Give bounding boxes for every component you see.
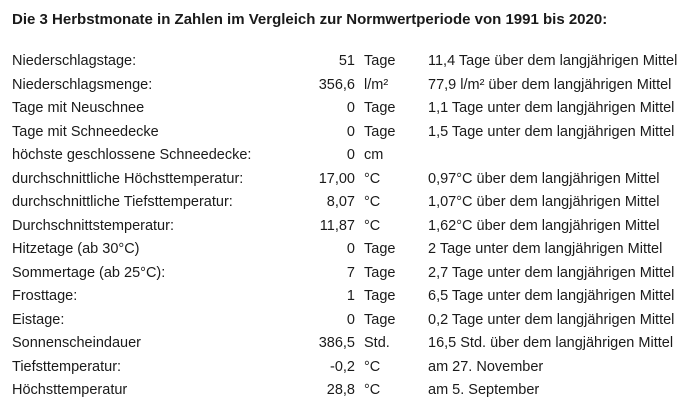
row-unit: °C — [364, 194, 381, 210]
table-row: Durchschnittstemperatur: 11,87 °C 1,62°C üb… — [0, 215, 700, 239]
row-comment: 2,7 Tage unter dem langjährigen Mittel — [428, 264, 675, 281]
row-value: 0 — [346, 311, 355, 328]
row-unit: Tage — [364, 311, 396, 328]
row-label: Tiefsttemperatur: — [12, 358, 122, 375]
row-label: durchschnittliche Höchsttemperatur: — [12, 170, 244, 187]
table-row: Frosttage: 1 Tage 6,5 Tage unter dem langjä… — [0, 285, 700, 309]
table-row: Sommertage (ab 25°C): 7 Tage 2,7 Tage unter… — [0, 262, 700, 286]
row-value: 7 — [346, 264, 355, 281]
row-unit: Tage — [364, 123, 396, 140]
row-value: 386,5 — [318, 335, 355, 351]
row-comment: 1,62°C über dem langjährigen Mittel — [428, 217, 660, 234]
row-value: 1 — [346, 288, 355, 304]
row-unit: cm — [364, 147, 384, 163]
row-value: 0 — [346, 123, 355, 140]
row-comment: 11,4 Tage über dem langjährigen Mittel — [428, 53, 678, 69]
row-value: 356,6 — [318, 76, 355, 93]
row-label: Sommertage (ab 25°C): — [12, 264, 166, 281]
row-unit: °C — [364, 170, 381, 187]
row-comment: 77,9 l/m² über dem langjährigen Mittel — [428, 76, 672, 93]
row-label: höchste geschlossene Schneedecke: — [12, 147, 252, 163]
row-unit: Tage — [364, 241, 396, 257]
row-comment: 0,97°C über dem langjährigen Mittel — [428, 170, 660, 187]
table-row: Tage mit Neuschnee 0 Tage 1,1 Tage unter de… — [0, 97, 700, 121]
row-label: Höchsttemperatur — [12, 382, 128, 398]
table-row: höchste geschlossene Schneedecke: 0 cm — [0, 144, 700, 168]
row-value: 51 — [338, 53, 355, 69]
table-row: Hitzetage (ab 30°C) 0 Tage 2 Tage unter dem… — [0, 238, 700, 262]
row-label: durchschnittliche Tiefsttemperatur: — [12, 194, 233, 210]
row-value: 17,00 — [318, 170, 355, 187]
table-row: Sonnenscheindauer 386,5 Std. 16,5 Std. über… — [0, 332, 700, 356]
row-comment: 0,2 Tage unter dem langjährigen Mittel — [428, 311, 675, 328]
row-comment: 1,1 Tage unter dem langjährigen Mittel — [428, 100, 675, 116]
row-comment: 1,5 Tage unter dem langjährigen Mittel — [428, 123, 675, 140]
row-label: Hitzetage (ab 30°C) — [12, 241, 140, 257]
row-unit: Tage — [364, 288, 396, 304]
table-row: Tage mit Schneedecke 0 Tage 1,5 Tage unter … — [0, 121, 700, 145]
row-label: Niederschlagstage: — [12, 53, 137, 69]
row-unit: °C — [364, 382, 381, 398]
row-label: Niederschlagsmenge: — [12, 76, 153, 93]
row-unit: l/m² — [364, 76, 389, 93]
row-comment: am 5. September — [428, 382, 540, 398]
row-label: Durchschnittstemperatur: — [12, 217, 174, 234]
row-value: 11,87 — [319, 217, 355, 234]
row-value: 28,8 — [326, 382, 355, 398]
row-unit: Tage — [364, 264, 396, 281]
row-label: Sonnenscheindauer — [12, 335, 141, 351]
row-label: Tage mit Neuschnee — [12, 100, 145, 116]
row-value: -0,2 — [330, 358, 355, 375]
row-value: 0 — [346, 147, 355, 163]
row-comment: 1,07°C über dem langjährigen Mittel — [428, 194, 660, 210]
row-comment: 16,5 Std. über dem langjährigen Mittel — [428, 335, 674, 351]
table-row: Höchsttemperatur 28,8 °C am 5. September — [0, 379, 700, 403]
row-comment: am 27. November — [428, 358, 544, 375]
row-unit: Std. — [364, 335, 390, 351]
row-unit: °C — [364, 358, 381, 375]
row-comment: 2 Tage unter dem langjährigen Mittel — [428, 241, 663, 257]
row-value: 0 — [346, 100, 355, 116]
table-row: Eistage: 0 Tage 0,2 Tage unter dem langjähr… — [0, 309, 700, 333]
row-value: 0 — [346, 241, 355, 257]
page-title: Die 3 Herbstmonate in Zahlen im Vergleic… — [12, 11, 608, 28]
row-label: Tage mit Schneedecke — [12, 123, 159, 140]
row-comment: 6,5 Tage unter dem langjährigen Mittel — [428, 288, 675, 304]
table-row: Niederschlagsmenge: 356,6 l/m² 77,9 l/m² üb… — [0, 74, 700, 98]
row-unit: Tage — [364, 53, 396, 69]
row-value: 8,07 — [326, 194, 355, 210]
table-row: Niederschlagstage: 51 Tage 11,4 Tage über d… — [0, 50, 700, 74]
table-row: durchschnittliche Höchsttemperatur: 17,00… — [0, 168, 700, 192]
row-unit: Tage — [364, 100, 396, 116]
row-label: Eistage: — [12, 311, 65, 328]
table-row: durchschnittliche Tiefsttemperatur: 8,07 °… — [0, 191, 700, 215]
table-row: Tiefsttemperatur: -0,2 °C am 27. November — [0, 356, 700, 380]
row-label: Frosttage: — [12, 288, 78, 304]
statistics-table: Niederschlagstage: 51 Tage 11,4 Tage über d… — [0, 50, 700, 403]
row-unit: °C — [364, 217, 381, 234]
